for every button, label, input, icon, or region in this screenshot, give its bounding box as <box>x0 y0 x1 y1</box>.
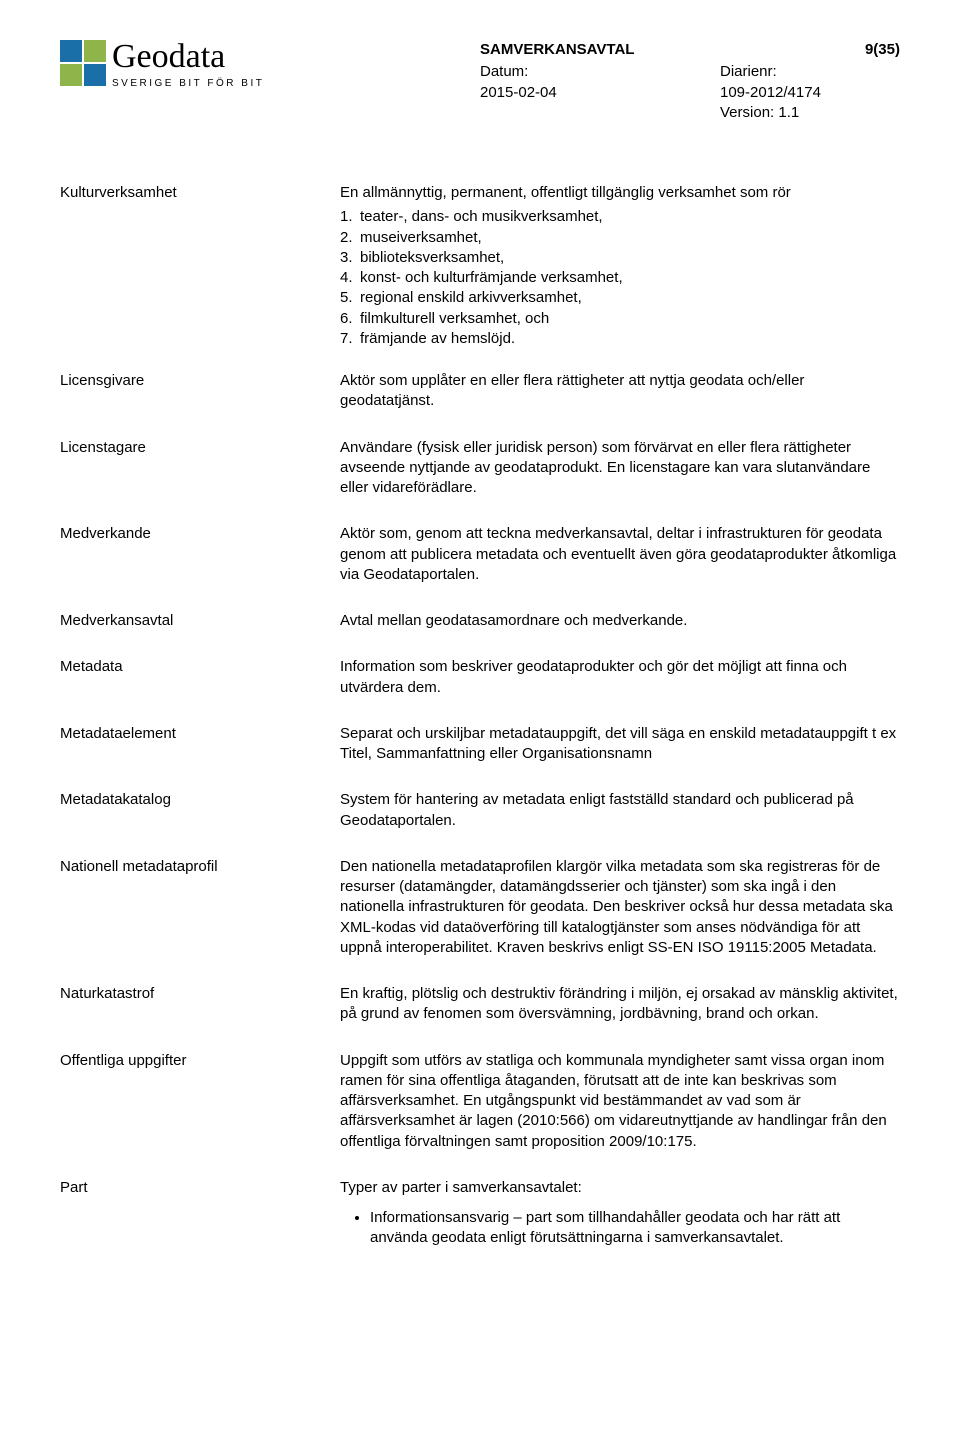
term-label: Medverkansavtal <box>60 611 340 631</box>
logo-square-br <box>84 64 106 86</box>
term-definition: Aktör som, genom att teckna medverkansav… <box>340 524 900 589</box>
diarienr-label: Diarienr: <box>720 62 900 82</box>
list-number: 7. <box>340 329 360 349</box>
list-number: 5. <box>340 288 360 308</box>
term-text: Aktör som upplåter en eller flera rättig… <box>340 371 900 412</box>
logo-square-bl <box>60 64 82 86</box>
term-text: Avtal mellan geodatasamordnare och medve… <box>340 611 900 631</box>
term-definition: En allmännyttig, permanent, offentligt t… <box>340 183 900 349</box>
term-text: Information som beskriver geodataprodukt… <box>340 657 900 698</box>
term-kulturverksamhet: Kulturverksamhet En allmännyttig, perman… <box>60 183 900 349</box>
term-definition: Information som beskriver geodataprodukt… <box>340 657 900 702</box>
term-label: Kulturverksamhet <box>60 183 340 203</box>
term-text: Uppgift som utförs av statliga och kommu… <box>340 1051 900 1152</box>
term-metadata: Metadata Information som beskriver geoda… <box>60 657 900 702</box>
list-item-text: biblioteksverksamhet, <box>360 248 504 268</box>
list-number: 1. <box>340 207 360 227</box>
term-label: Naturkatastrof <box>60 984 340 1004</box>
document-page: Geodata SVERIGE BIT FÖR BIT SAMVERKANSAV… <box>0 0 960 1447</box>
bullet-item: Informationsansvarig – part som tillhand… <box>370 1208 900 1249</box>
term-definition: Den nationella metadataprofilen klargör … <box>340 857 900 962</box>
term-label: Metadata <box>60 657 340 677</box>
list-number: 2. <box>340 228 360 248</box>
term-metadatakatalog: Metadatakatalog System för hantering av … <box>60 790 900 835</box>
logo-mark-icon <box>60 40 106 86</box>
term-text: Separat och urskiljbar metadatauppgift, … <box>340 724 900 765</box>
term-licensgivare: Licensgivare Aktör som upplåter en eller… <box>60 371 900 416</box>
list-number: 3. <box>340 248 360 268</box>
term-label: Licensgivare <box>60 371 340 391</box>
term-label: Medverkande <box>60 524 340 544</box>
term-text: Användare (fysisk eller juridisk person)… <box>340 438 900 499</box>
term-text: System för hantering av metadata enligt … <box>340 790 900 831</box>
list-number: 4. <box>340 268 360 288</box>
term-label: Part <box>60 1178 340 1198</box>
term-medverkansavtal: Medverkansavtal Avtal mellan geodatasamo… <box>60 611 900 635</box>
page-header: Geodata SVERIGE BIT FÖR BIT SAMVERKANSAV… <box>60 40 900 123</box>
logo-tagline: SVERIGE BIT FÖR BIT <box>112 78 264 89</box>
diarienr-value: 109-2012/4174 <box>720 83 900 103</box>
term-text: Den nationella metadataprofilen klargör … <box>340 857 900 958</box>
brand-logo: Geodata SVERIGE BIT FÖR BIT <box>60 40 264 89</box>
document-type: SAMVERKANSAVTAL <box>480 40 634 60</box>
list-item-text: teater-, dans- och musikverksamhet, <box>360 207 603 227</box>
list-item-text: regional enskild arkivverksamhet, <box>360 288 582 308</box>
term-definition: En kraftig, plötslig och destruktiv förä… <box>340 984 900 1029</box>
term-licenstagare: Licenstagare Användare (fysisk eller jur… <box>60 438 900 503</box>
page-number: 9(35) <box>865 40 900 60</box>
term-definition: System för hantering av metadata enligt … <box>340 790 900 835</box>
meta-right-col: Diarienr: 109-2012/4174 Version: 1.1 <box>720 62 900 123</box>
logo-square-tr <box>84 40 106 62</box>
date-label: Datum: <box>480 62 660 82</box>
list-item-text: främjande av hemslöjd. <box>360 329 515 349</box>
logo-square-tl <box>60 40 82 62</box>
term-label: Metadataelement <box>60 724 340 744</box>
term-intro-text: En allmännyttig, permanent, offentligt t… <box>340 183 900 203</box>
term-metadataelement: Metadataelement Separat och urskiljbar m… <box>60 724 900 769</box>
term-label: Nationell metadataprofil <box>60 857 340 877</box>
term-label: Licenstagare <box>60 438 340 458</box>
term-intro-text: Typer av parter i samverkansavtalet: <box>340 1178 900 1198</box>
logo-wordmark: Geodata <box>112 40 264 74</box>
date-value: 2015-02-04 <box>480 83 660 103</box>
document-meta: SAMVERKANSAVTAL 9(35) Datum: 2015-02-04 … <box>480 40 900 123</box>
term-nationell-metadataprofil: Nationell metadataprofil Den nationella … <box>60 857 900 962</box>
term-part: Part Typer av parter i samverkansavtalet… <box>60 1178 900 1253</box>
term-label: Offentliga uppgifter <box>60 1051 340 1071</box>
list-item-text: museiverksamhet, <box>360 228 482 248</box>
version-value: Version: 1.1 <box>720 103 900 123</box>
bullet-list: Informationsansvarig – part som tillhand… <box>340 1208 900 1249</box>
term-label: Metadatakatalog <box>60 790 340 810</box>
term-medverkande: Medverkande Aktör som, genom att teckna … <box>60 524 900 589</box>
term-naturkatastrof: Naturkatastrof En kraftig, plötslig och … <box>60 984 900 1029</box>
term-definition: Uppgift som utförs av statliga och kommu… <box>340 1051 900 1156</box>
list-item-text: konst- och kulturfrämjande verksamhet, <box>360 268 623 288</box>
list-item-text: filmkulturell verksamhet, och <box>360 309 549 329</box>
term-text: Aktör som, genom att teckna medverkansav… <box>340 524 900 585</box>
term-offentliga-uppgifter: Offentliga uppgifter Uppgift som utförs … <box>60 1051 900 1156</box>
list-number: 6. <box>340 309 360 329</box>
term-definition: Separat och urskiljbar metadatauppgift, … <box>340 724 900 769</box>
definitions-list: Kulturverksamhet En allmännyttig, perman… <box>60 183 900 1253</box>
term-text: En kraftig, plötslig och destruktiv förä… <box>340 984 900 1025</box>
term-definition: Typer av parter i samverkansavtalet: Inf… <box>340 1178 900 1253</box>
term-definition: Användare (fysisk eller juridisk person)… <box>340 438 900 503</box>
term-definition: Aktör som upplåter en eller flera rättig… <box>340 371 900 416</box>
meta-left-col: Datum: 2015-02-04 <box>480 62 660 123</box>
term-definition: Avtal mellan geodatasamordnare och medve… <box>340 611 900 635</box>
